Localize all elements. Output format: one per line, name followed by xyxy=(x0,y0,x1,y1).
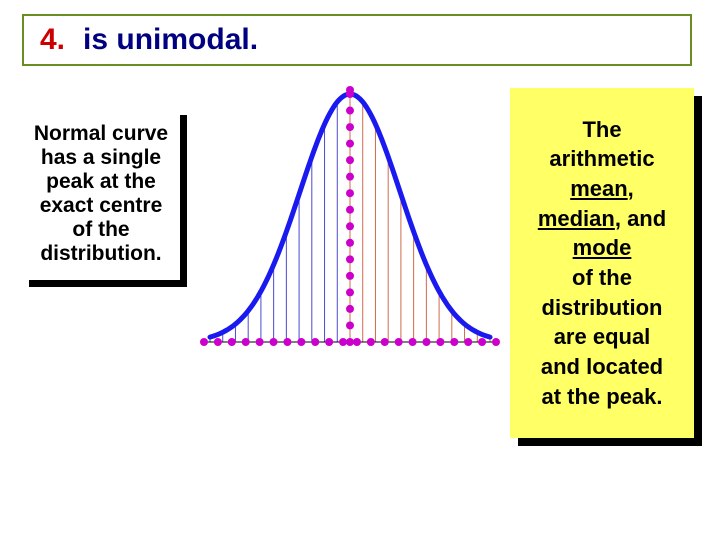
right-caption-line: at the peak. xyxy=(541,382,662,412)
right-caption-line: are equal xyxy=(554,322,651,352)
right-caption-line: distribution xyxy=(542,293,663,323)
normal-curve-figure xyxy=(190,82,510,362)
slide-stage: 4. is unimodal. Normal curve has a singl… xyxy=(0,0,720,540)
right-caption-line: median, and xyxy=(538,204,666,234)
right-caption-line: and located xyxy=(541,352,663,382)
title-number: 4. xyxy=(40,23,65,57)
right-caption-line: arithmetic xyxy=(549,144,654,174)
left-caption: Normal curve has a single peak at the ex… xyxy=(22,108,180,280)
title-box: 4. is unimodal. xyxy=(22,14,692,66)
right-caption-line: The xyxy=(582,115,621,145)
right-caption-line: mode xyxy=(573,233,632,263)
title-text: is unimodal. xyxy=(83,23,258,57)
right-caption-line: of the xyxy=(572,263,632,293)
left-caption-text: Normal curve has a single peak at the ex… xyxy=(28,122,174,266)
right-caption-line: mean, xyxy=(570,174,634,204)
right-caption: Thearithmeticmean,median, andmodeof thed… xyxy=(510,88,694,438)
